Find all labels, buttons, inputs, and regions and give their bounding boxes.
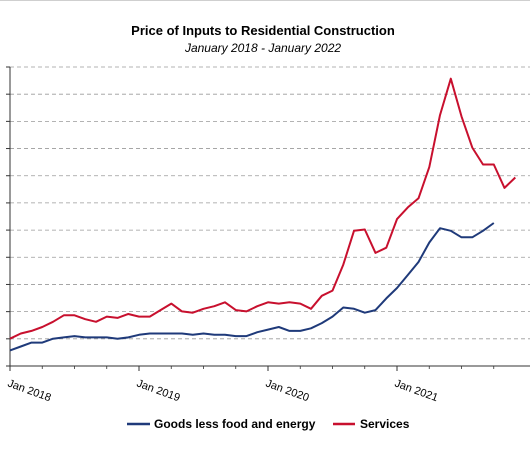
series-line-goods [9, 222, 495, 352]
x-axis-ticks [9, 366, 495, 371]
y-axis-ticks [6, 66, 10, 367]
chart-subtitle: January 2018 - January 2022 [184, 41, 341, 55]
gridlines [10, 66, 530, 340]
chart-title: Price of Inputs to Residential Construct… [131, 23, 395, 38]
legend-label-goods: Goods less food and energy [154, 417, 316, 431]
x-axis-labels: Jan 2018 Jan 2019 Jan 2020 Jan 2021 [6, 378, 440, 405]
series-line-services [9, 77, 516, 340]
x-tick-label: Jan 2020 [264, 378, 311, 405]
x-tick-label: Jan 2021 [393, 378, 440, 405]
x-tick-label: Jan 2019 [135, 378, 182, 405]
series-lines [9, 77, 516, 352]
legend: Goods less food and energy Services [127, 417, 410, 431]
legend-label-services: Services [360, 417, 410, 431]
x-tick-label: Jan 2018 [6, 378, 53, 405]
